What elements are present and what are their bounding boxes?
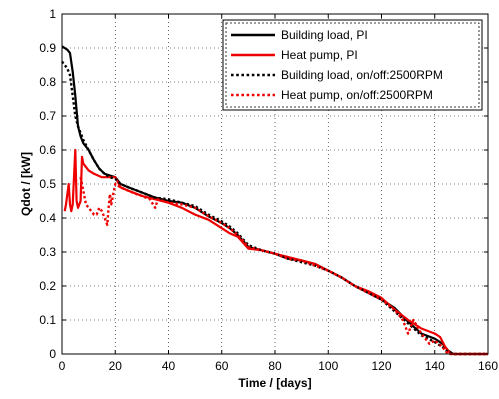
- x-tick-label: 100: [318, 359, 338, 373]
- data-series: [61, 45, 488, 356]
- legend-focus-outline: [225, 22, 480, 108]
- legend-label-1: Building load, PI: [281, 28, 368, 42]
- x-tick-label: 40: [162, 359, 176, 373]
- x-axis-title: Time / [days]: [238, 376, 311, 390]
- x-tick-label: 80: [268, 359, 282, 373]
- y-tick-label: 0.5: [39, 177, 56, 191]
- y-tick-label: 0.9: [39, 41, 56, 55]
- x-tick-label: 120: [371, 359, 391, 373]
- y-axis-title: Qdot / [kW]: [19, 152, 33, 216]
- y-tick-label: 0.3: [39, 245, 56, 259]
- y-tick-label: 0.4: [39, 211, 56, 225]
- legend: Building load, PI Heat pump, PI Building l…: [222, 19, 483, 111]
- series-line-4: [79, 176, 488, 356]
- y-tick-label: 0.1: [39, 313, 56, 327]
- y-tick-label: 0: [49, 347, 56, 361]
- x-tick-label: 140: [425, 359, 445, 373]
- legend-label-4: Heat pump, on/off:2500RPM: [281, 88, 433, 102]
- x-tick-label: 160: [478, 359, 498, 373]
- y-tick-label: 0.7: [39, 109, 56, 123]
- x-tick-label: 20: [109, 359, 123, 373]
- legend-label-2: Heat pump, PI: [281, 48, 358, 62]
- y-tick-label: 1: [49, 7, 56, 21]
- series-line-2: [63, 148, 488, 356]
- legend-label-3: Building load, on/off:2500RPM: [281, 68, 443, 82]
- y-tick-label: 0.6: [39, 143, 56, 157]
- axis-ticks: 0 20 40 60 80 100 120 140 160 0 0.1 0.2 0.3 0.4 0.5 0.6…: [39, 7, 498, 373]
- y-tick-label: 0.2: [39, 279, 56, 293]
- y-tick-label: 0.8: [39, 75, 56, 89]
- x-tick-label: 60: [215, 359, 229, 373]
- x-tick-label: 0: [59, 359, 66, 373]
